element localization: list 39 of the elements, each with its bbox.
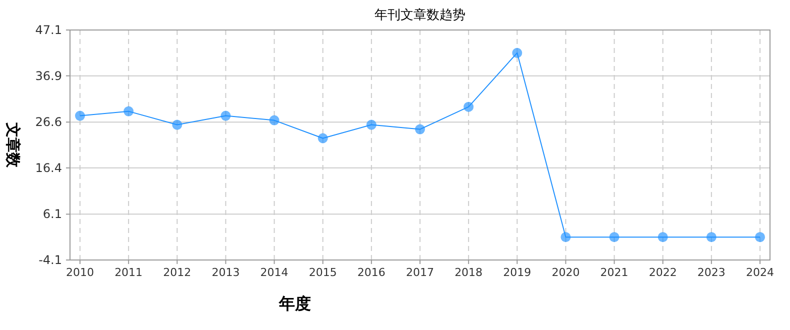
x-tick-label: 2020 [552,266,580,279]
point [220,110,231,121]
x-tick-label: 2017 [406,266,434,279]
point [75,110,85,121]
x-tick-label: 2022 [648,266,677,279]
point [512,48,522,58]
x-tick-label: 2019 [503,266,532,279]
point [172,120,182,130]
point [755,232,765,242]
point [609,232,620,242]
y-tick-label: 6.1 [42,207,62,222]
x-tick-label: 2011 [114,266,143,279]
point [658,232,668,242]
x-tick-label: 2010 [66,266,94,279]
x-axis-title: 年度 [278,294,311,313]
y-tick-label: 47.1 [35,23,62,37]
x-tick-label: 2015 [308,266,337,279]
x-tick-label: 2012 [163,266,192,279]
point [415,124,425,134]
chart-title: 年刊文章数趋势 [374,8,466,23]
point [560,232,571,242]
y-tick-label: 26.6 [35,115,62,130]
x-tick-label: 2024 [746,266,774,279]
y-tick-label: 36.9 [35,68,62,83]
x-tick-label: 2013 [212,266,240,279]
point [269,115,280,126]
y-axis-title: 文章数 [4,122,22,168]
point [464,102,474,112]
point [124,106,134,116]
point [706,232,716,242]
y-tick-label: 16.4 [35,160,62,175]
point [366,120,376,130]
y-tick-label: -4.1 [38,253,62,267]
x-tick-label: 2018 [454,266,483,279]
x-tick-label: 2014 [260,266,288,279]
x-tick-label: 2021 [600,266,628,279]
point [318,133,328,144]
x-tick-label: 2016 [357,266,386,279]
x-tick-label: 2023 [697,266,726,279]
